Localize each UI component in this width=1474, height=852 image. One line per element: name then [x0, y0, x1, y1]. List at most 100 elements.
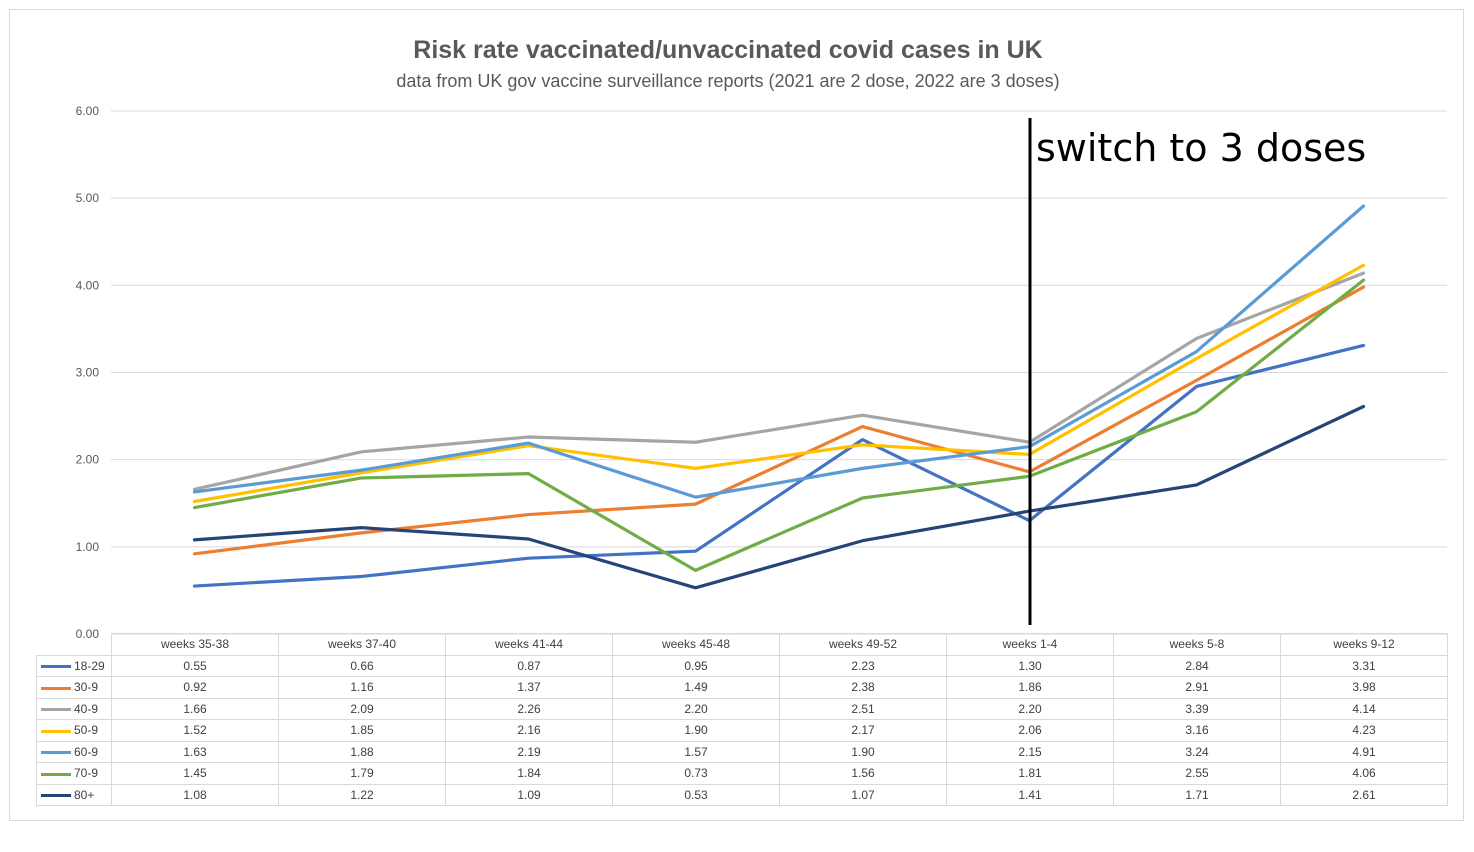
category-header: weeks 35-38 — [111, 633, 279, 656]
data-cell: 4.06 — [1280, 762, 1448, 785]
data-cell: 0.87 — [445, 654, 613, 677]
annotation-label: switch to 3 doses — [1036, 126, 1367, 170]
chart-subtitle: data from UK gov vaccine surveillance re… — [396, 71, 1060, 91]
data-cell: 1.49 — [612, 676, 780, 699]
data-cell: 2.20 — [946, 697, 1114, 720]
data-cell: 2.51 — [779, 697, 947, 720]
data-cell: 1.88 — [278, 740, 446, 763]
data-cell: 1.22 — [278, 783, 446, 806]
data-cell: 1.52 — [111, 719, 279, 742]
data-cell: 2.84 — [1113, 654, 1281, 677]
data-cell: 3.39 — [1113, 697, 1281, 720]
data-cell: 4.23 — [1280, 719, 1448, 742]
data-cell: 0.73 — [612, 762, 780, 785]
data-cell: 1.85 — [278, 719, 446, 742]
series-line-80+ — [192, 404, 1366, 590]
series-lines — [192, 204, 1366, 590]
data-cell: 4.14 — [1280, 697, 1448, 720]
series-line-60-9 — [192, 204, 1366, 499]
data-cell: 2.17 — [779, 719, 947, 742]
y-tick-label: 3.00 — [76, 366, 100, 380]
table-row: 50-9 1.52 1.85 2.16 1.90 2.17 2.06 3.16 4.23 — [36, 719, 1448, 742]
category-header: weeks 49-52 — [779, 633, 947, 656]
table-row: 70-9 1.45 1.79 1.84 0.73 1.56 1.81 2.55 4.06 — [36, 762, 1448, 785]
table-row: 40-9 1.66 2.09 2.26 2.20 2.51 2.20 3.39 4.14 — [36, 697, 1448, 720]
series-label: 30-9 — [36, 676, 112, 699]
y-tick-label: 6.00 — [76, 104, 100, 118]
series-line-30-9 — [192, 285, 1366, 556]
data-cell: 1.41 — [946, 783, 1114, 806]
table-row: 60-9 1.63 1.88 2.19 1.57 1.90 2.15 3.24 4.91 — [36, 740, 1448, 763]
series-line-40-9 — [192, 271, 1366, 491]
table-header-row: weeks 35-38 weeks 37-40 weeks 41-44 weeks 4… — [36, 633, 1448, 656]
legend-swatch — [41, 729, 71, 733]
series-label: 70-9 — [36, 762, 112, 785]
data-cell: 1.30 — [946, 654, 1114, 677]
data-cell: 0.95 — [612, 654, 780, 677]
y-axis-ticks: 0.001.002.003.004.005.006.00 — [76, 104, 100, 641]
y-tick-label: 5.00 — [76, 191, 100, 205]
data-cell: 0.66 — [278, 654, 446, 677]
data-cell: 1.45 — [111, 762, 279, 785]
y-tick-label: 4.00 — [76, 278, 100, 292]
data-cell: 2.55 — [1113, 762, 1281, 785]
data-cell: 1.57 — [612, 740, 780, 763]
series-label: 50-9 — [36, 719, 112, 742]
data-cell: 2.26 — [445, 697, 613, 720]
data-cell: 2.15 — [946, 740, 1114, 763]
category-header: weeks 1-4 — [946, 633, 1114, 656]
legend-swatch — [41, 794, 71, 798]
series-line-70-9 — [192, 278, 1366, 572]
table-body: 18-29 0.55 0.66 0.87 0.95 2.23 1.30 2.84 3.31 30-… — [36, 654, 1448, 806]
data-cell: 1.08 — [111, 783, 279, 806]
table-row: 80+ 1.08 1.22 1.09 0.53 1.07 1.41 1.71 2.61 — [36, 783, 1448, 806]
category-header: weeks 45-48 — [612, 633, 780, 656]
data-cell: 1.71 — [1113, 783, 1281, 806]
data-cell: 1.66 — [111, 697, 279, 720]
data-cell: 0.92 — [111, 676, 279, 699]
data-cell: 2.38 — [779, 676, 947, 699]
series-label: 60-9 — [36, 740, 112, 763]
data-cell: 3.24 — [1113, 740, 1281, 763]
table-row: 18-29 0.55 0.66 0.87 0.95 2.23 1.30 2.84 3.31 — [36, 654, 1448, 677]
category-header: weeks 41-44 — [445, 633, 613, 656]
data-cell: 1.56 — [779, 762, 947, 785]
data-cell: 1.84 — [445, 762, 613, 785]
data-cell: 3.31 — [1280, 654, 1448, 677]
data-cell: 1.09 — [445, 783, 613, 806]
series-line-50-9 — [192, 263, 1366, 504]
legend-swatch — [41, 686, 71, 690]
data-cell: 1.86 — [946, 676, 1114, 699]
data-cell: 1.16 — [278, 676, 446, 699]
data-cell: 3.98 — [1280, 676, 1448, 699]
data-cell: 0.53 — [612, 783, 780, 806]
chart-title: Risk rate vaccinated/unvaccinated covid … — [413, 36, 1043, 64]
series-line-18-29 — [192, 343, 1366, 588]
y-tick-label: 1.00 — [76, 540, 100, 554]
series-label: 80+ — [36, 783, 112, 806]
data-cell: 1.90 — [612, 719, 780, 742]
category-header: weeks 37-40 — [278, 633, 446, 656]
y-tick-label: 2.00 — [76, 453, 100, 467]
data-cell: 1.63 — [111, 740, 279, 763]
table-row: 30-9 0.92 1.16 1.37 1.49 2.38 1.86 2.91 3.98 — [36, 676, 1448, 699]
data-cell: 4.91 — [1280, 740, 1448, 763]
data-cell: 2.20 — [612, 697, 780, 720]
data-cell: 1.81 — [946, 762, 1114, 785]
data-cell: 2.19 — [445, 740, 613, 763]
table-corner-cell — [36, 633, 112, 655]
legend-swatch — [41, 665, 71, 669]
category-header: weeks 9-12 — [1280, 633, 1448, 656]
data-table: weeks 35-38 weeks 37-40 weeks 41-44 weeks 4… — [36, 633, 1448, 806]
chart-frame — [9, 9, 1464, 821]
data-cell: 1.90 — [779, 740, 947, 763]
data-cell: 2.09 — [278, 697, 446, 720]
data-cell: 2.61 — [1280, 783, 1448, 806]
series-label: 18-29 — [36, 654, 112, 677]
data-cell: 1.79 — [278, 762, 446, 785]
data-cell: 2.16 — [445, 719, 613, 742]
data-cell: 2.23 — [779, 654, 947, 677]
data-cell: 2.06 — [946, 719, 1114, 742]
data-cell: 1.07 — [779, 783, 947, 806]
